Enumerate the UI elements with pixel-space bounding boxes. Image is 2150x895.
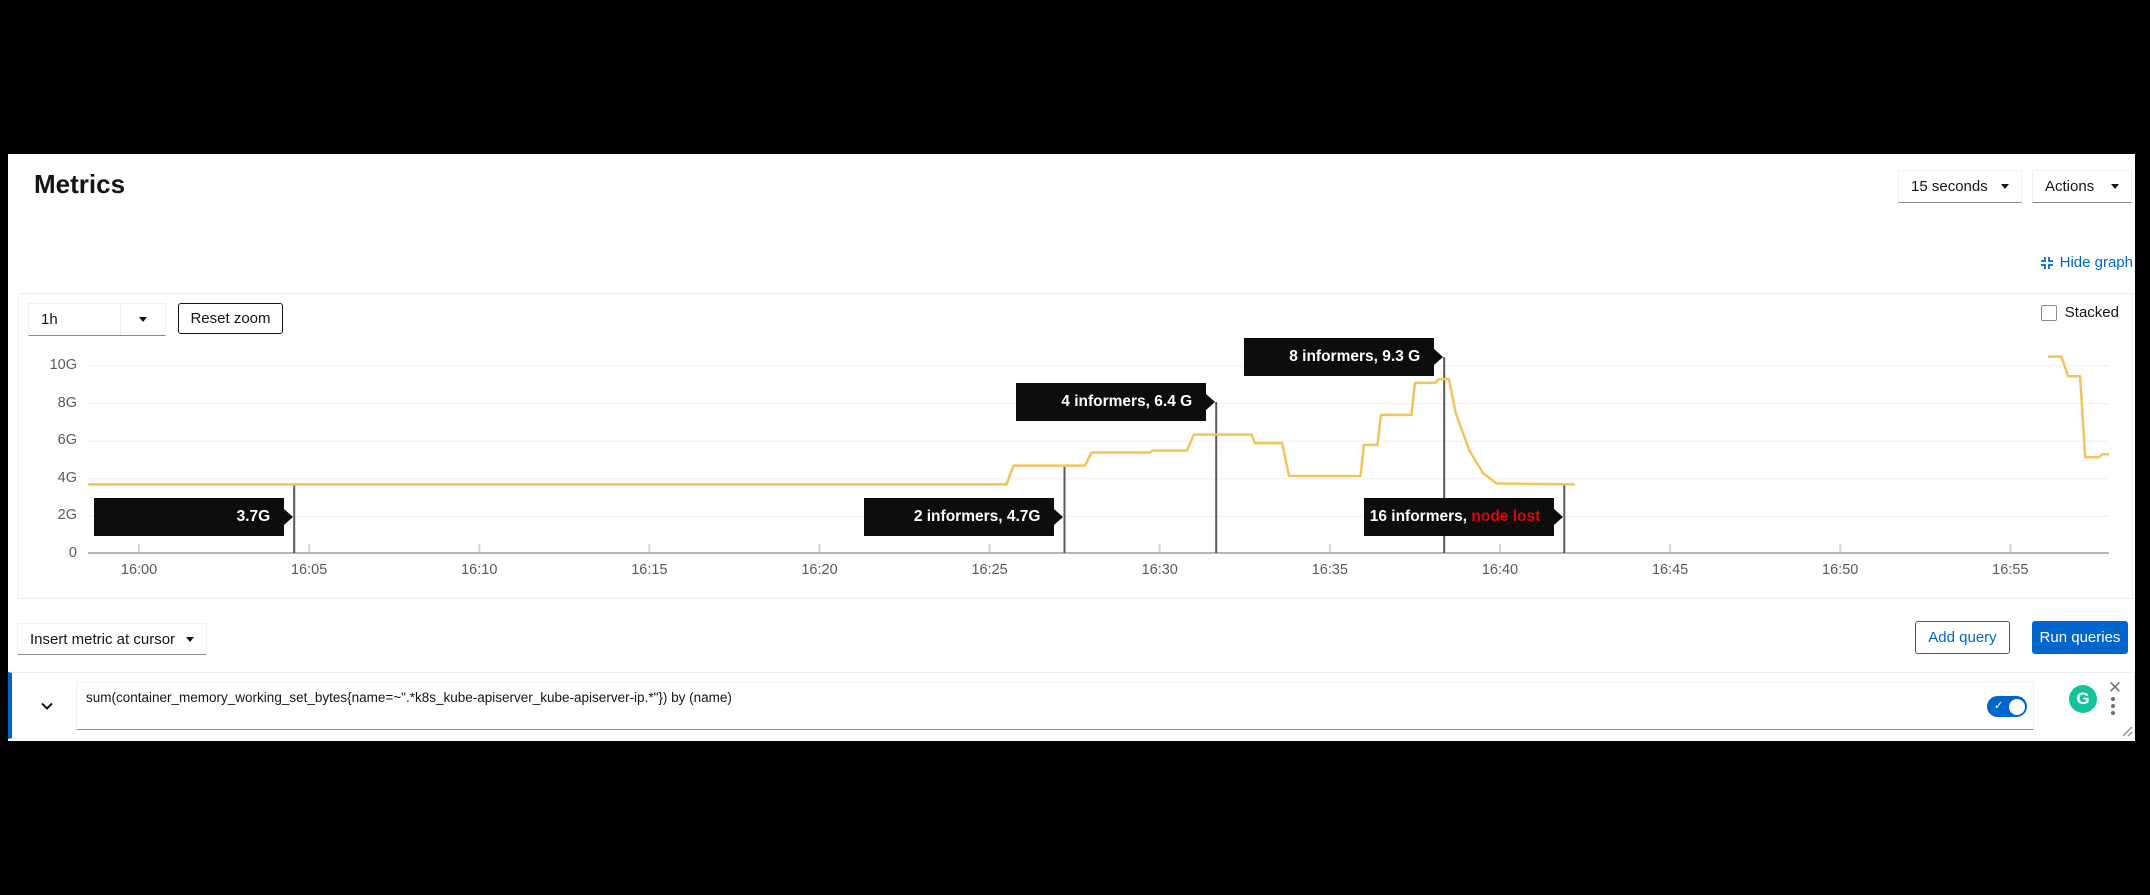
stacked-label: Stacked	[2064, 304, 2119, 321]
actions-label: Actions	[2045, 178, 2095, 195]
x-axis-label: 16:20	[801, 562, 838, 578]
insert-metric-label: Insert metric at cursor	[30, 630, 176, 648]
toggle-knob	[2008, 698, 2025, 715]
stacked-control: Stacked	[2040, 304, 2119, 321]
y-axis-label: 10G	[49, 356, 77, 373]
poll-interval-value: 15 seconds	[1911, 178, 1988, 195]
x-axis-label: 16:25	[971, 562, 1008, 578]
query-row: sum(container_memory_working_set_bytes{n…	[8, 672, 2135, 739]
chart-annotation: 3.7G	[94, 498, 294, 536]
x-axis-label: 16:00	[120, 562, 158, 578]
caret-down-icon	[2001, 184, 2009, 189]
metrics-chart[interactable]: 3.7G 2 informers, 4.7G 4 informers, 6.4 G 8…	[88, 338, 2109, 554]
chart-annotation: 8 informers, 9.3 G	[1244, 338, 1444, 376]
timespan-toggle[interactable]	[120, 304, 165, 335]
compress-icon	[2040, 256, 2053, 269]
add-query-label: Add query	[1928, 629, 1997, 646]
poll-interval-select[interactable]: 15 seconds	[1898, 170, 2022, 203]
chart-annotation: 16 informers, node lost	[1364, 498, 1564, 536]
resize-handle[interactable]	[2122, 726, 2133, 737]
x-axis-label: 16:05	[290, 562, 328, 578]
chart-annotation: 4 informers, 6.4 G	[1016, 383, 1216, 421]
y-axis-label: 0	[68, 545, 77, 561]
chevron-down-icon[interactable]	[36, 695, 58, 717]
close-icon[interactable]: ✕	[2107, 678, 2123, 697]
caret-down-icon	[2111, 184, 2119, 189]
x-axis-label: 16:40	[1481, 562, 1519, 578]
reset-zoom-label: Reset zoom	[190, 310, 271, 327]
run-queries-button[interactable]: Run queries	[2032, 621, 2128, 654]
x-axis-label: 16:35	[1311, 562, 1348, 578]
hide-graph-link[interactable]: Hide graph	[2040, 254, 2133, 271]
caret-down-icon	[139, 317, 147, 322]
x-axis-label: 16:15	[631, 562, 668, 578]
series-line	[2047, 355, 2109, 459]
y-axis-label: 6G	[57, 432, 77, 449]
actions-dropdown[interactable]: Actions	[2032, 170, 2132, 203]
caret-down-icon	[186, 636, 194, 642]
insert-metric-select[interactable]: Insert metric at cursor	[17, 623, 207, 655]
run-queries-label: Run queries	[2039, 629, 2121, 646]
x-axis-label: 16:50	[1822, 562, 1859, 578]
x-axis-label: 16:45	[1651, 562, 1689, 578]
kebab-icon[interactable]	[2104, 695, 2122, 717]
x-axis-label: 16:10	[461, 562, 498, 578]
metrics-page: Metrics 15 seconds Actions Hide graph 1h…	[8, 154, 2135, 741]
x-axis-label: 16:30	[1141, 562, 1178, 578]
x-axis-label: 16:55	[1992, 562, 2029, 578]
y-axis-label: 8G	[57, 394, 77, 411]
query-enabled-toggle[interactable]: ✓	[1987, 696, 2027, 717]
page-title: Metrics	[34, 169, 126, 199]
add-query-button[interactable]: Add query	[1915, 621, 2010, 654]
timespan-select[interactable]: 1h	[28, 303, 166, 336]
y-axis-label: 4G	[57, 469, 77, 486]
reset-zoom-button[interactable]: Reset zoom	[178, 303, 283, 334]
graph-panel: 1h Reset zoom Stacked 0 2G 4G 6G 8G 10G 16:00…	[18, 293, 2133, 599]
y-axis-label: 2G	[57, 507, 77, 524]
hide-graph-label: Hide graph	[2059, 254, 2133, 271]
chart-annotation: 2 informers, 4.7G	[864, 498, 1064, 536]
stacked-checkbox[interactable]	[2040, 304, 2057, 321]
query-expression-input[interactable]: sum(container_memory_working_set_bytes{n…	[76, 681, 2034, 730]
series-line	[88, 377, 1575, 486]
timespan-value: 1h	[41, 311, 58, 328]
grammarly-icon[interactable]: G	[2069, 685, 2097, 713]
check-icon: ✓	[1994, 700, 2004, 712]
